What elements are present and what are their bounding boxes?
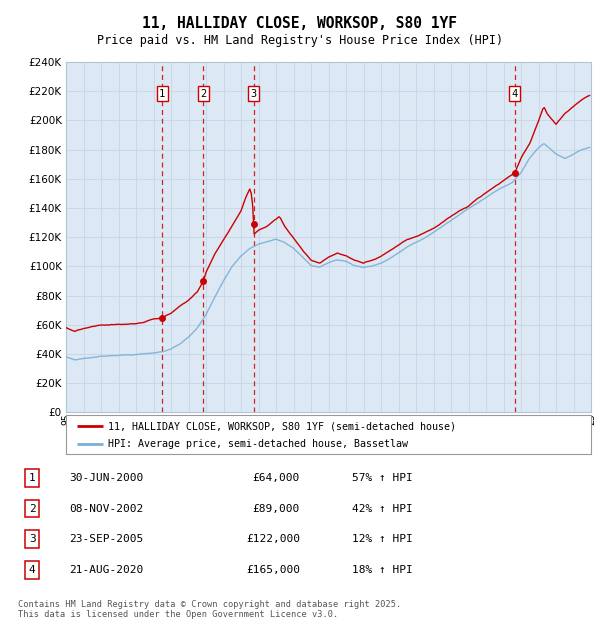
- Text: 2: 2: [200, 89, 206, 99]
- Text: 08-NOV-2002: 08-NOV-2002: [70, 503, 144, 513]
- Text: £122,000: £122,000: [246, 534, 300, 544]
- Text: 42% ↑ HPI: 42% ↑ HPI: [352, 503, 413, 513]
- Text: 3: 3: [29, 534, 35, 544]
- Text: 4: 4: [29, 565, 35, 575]
- Text: 1: 1: [29, 473, 35, 483]
- Text: 11, HALLIDAY CLOSE, WORKSOP, S80 1YF (semi-detached house): 11, HALLIDAY CLOSE, WORKSOP, S80 1YF (se…: [108, 421, 456, 431]
- Text: £89,000: £89,000: [253, 503, 300, 513]
- Text: 23-SEP-2005: 23-SEP-2005: [70, 534, 144, 544]
- Text: 11, HALLIDAY CLOSE, WORKSOP, S80 1YF: 11, HALLIDAY CLOSE, WORKSOP, S80 1YF: [143, 16, 458, 30]
- Text: 2: 2: [29, 503, 35, 513]
- Text: 12% ↑ HPI: 12% ↑ HPI: [352, 534, 413, 544]
- Text: HPI: Average price, semi-detached house, Bassetlaw: HPI: Average price, semi-detached house,…: [108, 439, 408, 450]
- Text: 18% ↑ HPI: 18% ↑ HPI: [352, 565, 413, 575]
- Text: 1: 1: [159, 89, 166, 99]
- Text: 21-AUG-2020: 21-AUG-2020: [70, 565, 144, 575]
- Text: 3: 3: [250, 89, 257, 99]
- Text: Contains HM Land Registry data © Crown copyright and database right 2025.
This d: Contains HM Land Registry data © Crown c…: [18, 600, 401, 619]
- Text: 57% ↑ HPI: 57% ↑ HPI: [352, 473, 413, 483]
- Text: Price paid vs. HM Land Registry's House Price Index (HPI): Price paid vs. HM Land Registry's House …: [97, 34, 503, 47]
- Text: 4: 4: [512, 89, 518, 99]
- Text: 30-JUN-2000: 30-JUN-2000: [70, 473, 144, 483]
- Text: £165,000: £165,000: [246, 565, 300, 575]
- Text: £64,000: £64,000: [253, 473, 300, 483]
